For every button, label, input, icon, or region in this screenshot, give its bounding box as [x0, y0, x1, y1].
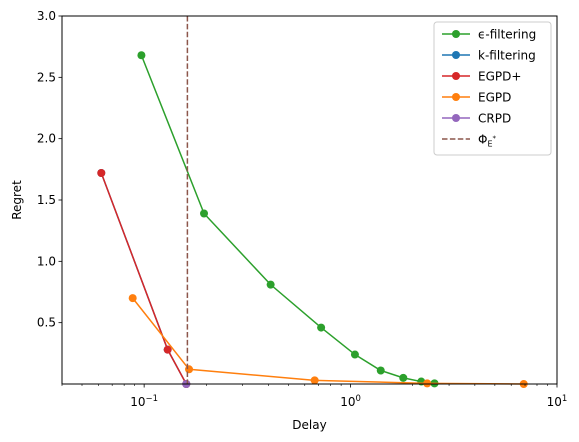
legend-entry: CRPD — [442, 112, 511, 126]
legend-entry: EGPD — [442, 91, 511, 105]
data-point — [399, 373, 408, 382]
x-ticks: 10−1 100 101 — [61, 384, 568, 409]
legend-swatch-marker — [452, 72, 460, 80]
data-point — [350, 350, 359, 359]
legend-label: CRPD — [478, 112, 511, 126]
data-point — [163, 345, 172, 354]
legend-entry: ϵ-filtering — [442, 28, 536, 42]
legend-entry: k-filtering — [442, 49, 536, 63]
data-point — [317, 323, 326, 332]
data-point — [137, 51, 146, 60]
legend-swatch-marker — [452, 114, 460, 122]
series-line — [100, 172, 187, 385]
data-point — [200, 209, 209, 218]
data-point — [376, 366, 385, 375]
x-tick-label: 100 — [340, 394, 361, 409]
series-line — [100, 172, 187, 385]
legend-label: ϵ-filtering — [478, 28, 536, 42]
data-point — [310, 376, 319, 385]
series-line — [140, 54, 435, 385]
legend-entry: ΦE* — [442, 133, 497, 149]
legend: ϵ-filtering k-filtering EGPD+ EGPD CRPD ΦE* — [433, 21, 552, 156]
x-tick-label: 10−1 — [130, 394, 158, 409]
data-point — [185, 365, 194, 374]
legend-label: EGPD+ — [478, 70, 521, 84]
data-point — [128, 294, 137, 303]
series-2 — [97, 169, 191, 388]
legend-label: EGPD — [478, 91, 511, 105]
legend-swatch-marker — [452, 30, 460, 38]
data-point — [266, 280, 275, 289]
y-ticks: 0.5 1.0 1.5 2.0 2.5 3.0 — [37, 9, 62, 330]
legend-swatch-marker — [452, 93, 460, 101]
series-3 — [128, 294, 528, 388]
data-point — [97, 169, 106, 178]
y-tick-label: 0.5 — [37, 316, 56, 330]
x-axis-label: Delay — [292, 418, 326, 432]
legend-label: ΦE* — [478, 133, 497, 149]
y-tick-label: 1.0 — [37, 254, 56, 268]
y-tick-label: 3.0 — [37, 9, 56, 23]
series-0 — [137, 51, 439, 388]
y-tick-label: 2.0 — [37, 132, 56, 146]
legend-swatch-marker — [452, 51, 460, 59]
series-1 — [97, 169, 191, 388]
data-point — [423, 379, 432, 388]
y-tick-label: 2.5 — [37, 70, 56, 84]
x-tick-label: 101 — [547, 394, 568, 409]
y-axis-label: Regret — [10, 180, 24, 220]
y-tick-label: 1.5 — [37, 193, 56, 207]
legend-label: k-filtering — [478, 49, 536, 63]
legend-entry: EGPD+ — [442, 70, 521, 84]
